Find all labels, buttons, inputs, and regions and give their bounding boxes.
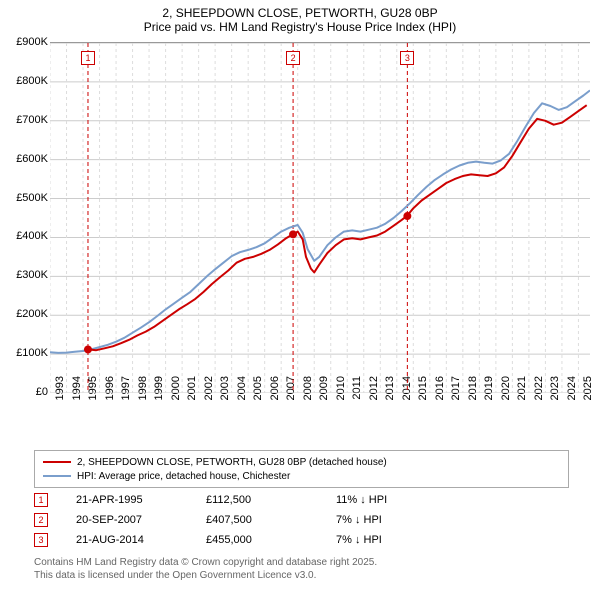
event-marker-1: 1 [81,51,95,65]
legend-label-hpi: HPI: Average price, detached house, Chic… [77,471,290,482]
y-tick-label: £400K [0,230,48,242]
event-pct-1: 11% ↓ HPI [336,494,456,506]
y-tick-label: £300K [0,269,48,281]
legend-label-property: 2, SHEEPDOWN CLOSE, PETWORTH, GU28 0BP (… [77,457,387,468]
y-tick-label: £0 [0,386,48,398]
event-price-3: £455,000 [206,534,336,546]
legend-item-hpi: HPI: Average price, detached house, Chic… [43,469,560,483]
event-date-1: 21-APR-1995 [76,494,206,506]
footer-line-1: Contains HM Land Registry data © Crown c… [34,556,569,569]
event-row-3: 3 21-AUG-2014 £455,000 7% ↓ HPI [34,530,569,550]
y-tick-label: £600K [0,153,48,165]
legend-item-property: 2, SHEEPDOWN CLOSE, PETWORTH, GU28 0BP (… [43,455,560,469]
legend-swatch-property [43,461,71,463]
event-date-3: 21-AUG-2014 [76,534,206,546]
chart-title-block: 2, SHEEPDOWN CLOSE, PETWORTH, GU28 0BP P… [0,0,600,36]
chart-svg [50,43,590,393]
title-line-2: Price paid vs. HM Land Registry's House … [0,20,600,34]
legend: 2, SHEEPDOWN CLOSE, PETWORTH, GU28 0BP (… [34,450,569,488]
event-num-3: 3 [34,533,48,547]
event-marker-3: 3 [400,51,414,65]
event-price-1: £112,500 [206,494,336,506]
y-tick-label: £900K [0,36,48,48]
legend-swatch-hpi [43,475,71,477]
y-tick-label: £100K [0,347,48,359]
event-date-2: 20-SEP-2007 [76,514,206,526]
event-price-2: £407,500 [206,514,336,526]
y-tick-label: £800K [0,75,48,87]
events-table: 1 21-APR-1995 £112,500 11% ↓ HPI 2 20-SE… [34,490,569,550]
event-row-1: 1 21-APR-1995 £112,500 11% ↓ HPI [34,490,569,510]
event-row-2: 2 20-SEP-2007 £407,500 7% ↓ HPI [34,510,569,530]
event-num-2: 2 [34,513,48,527]
chart-plot-area: 1 2 3 [50,42,590,392]
event-num-1: 1 [34,493,48,507]
event-pct-2: 7% ↓ HPI [336,514,456,526]
event-marker-2: 2 [286,51,300,65]
footer: Contains HM Land Registry data © Crown c… [34,556,569,582]
y-tick-label: £500K [0,192,48,204]
footer-line-2: This data is licensed under the Open Gov… [34,569,569,582]
event-pct-3: 7% ↓ HPI [336,534,456,546]
y-tick-label: £700K [0,114,48,126]
title-line-1: 2, SHEEPDOWN CLOSE, PETWORTH, GU28 0BP [0,6,600,20]
y-tick-label: £200K [0,308,48,320]
